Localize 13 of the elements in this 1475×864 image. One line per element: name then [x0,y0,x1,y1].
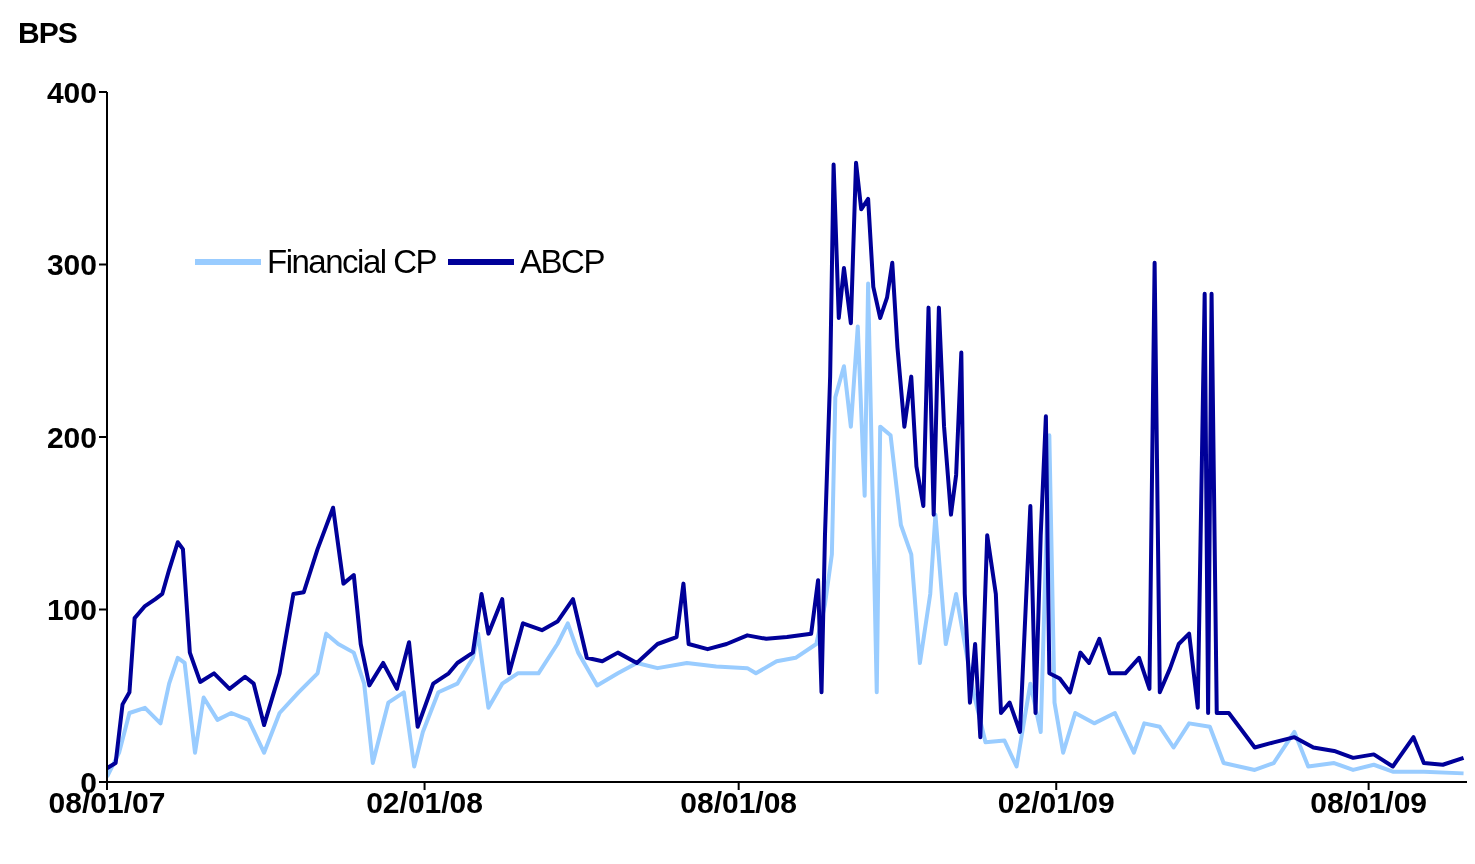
line-series [107,281,1466,779]
y-tick-label: 400 [46,75,97,109]
x-tick-label: 08/01/09 [1310,786,1428,820]
y-tick-label: 200 [46,420,97,454]
x-tick-label: 08/01/08 [680,786,798,820]
line-series [107,160,1466,771]
y-tick-label: 300 [46,248,97,282]
legend-label: ABCP [520,243,604,281]
legend-label: Financial CP [267,243,437,281]
y-tick-label: 100 [46,593,97,627]
x-tick-label: 02/01/08 [366,786,483,820]
x-tick-label: 02/01/09 [997,786,1115,820]
y-axis-title: BPS [18,16,77,50]
